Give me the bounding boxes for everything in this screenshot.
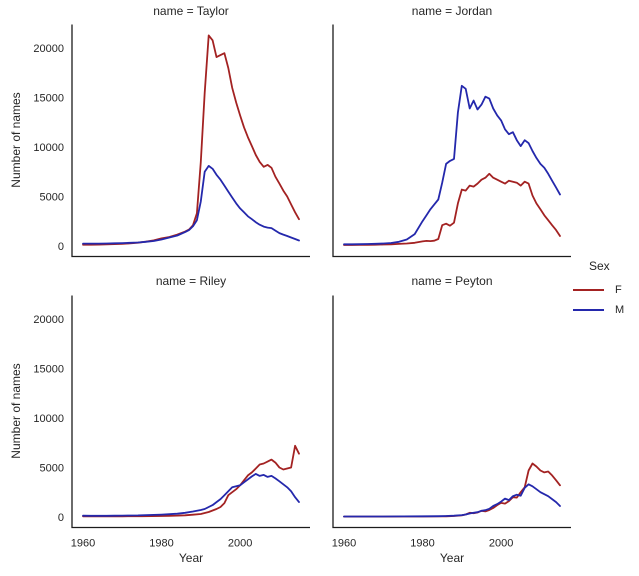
y-tick-label: 10000 bbox=[33, 413, 64, 425]
x-tick-label: 1960 bbox=[71, 538, 95, 550]
legend-entry-m: M bbox=[573, 300, 624, 320]
y-tick-label: 0 bbox=[58, 241, 64, 253]
x-axis-label-left: Year bbox=[178, 551, 204, 565]
x-axis-label-right: Year bbox=[439, 551, 465, 565]
legend-line-m-icon bbox=[573, 308, 604, 312]
legend-title: Sex bbox=[589, 259, 610, 273]
y-tick-label: 15000 bbox=[33, 93, 64, 105]
legend-label-f: F bbox=[615, 284, 622, 296]
facet-2-line-M bbox=[82, 472, 300, 517]
x-tick-label: 1980 bbox=[410, 538, 434, 550]
y-tick-label: 5000 bbox=[40, 462, 64, 474]
y-axis-label-bottom-row: Number of names bbox=[9, 363, 23, 459]
facet-1-line-F bbox=[343, 172, 561, 246]
y-tick-label: 15000 bbox=[33, 364, 64, 376]
facet-title-taylor: name = Taylor bbox=[153, 4, 229, 18]
x-tick-label: 1980 bbox=[149, 538, 173, 550]
facet-title-jordan: name = Jordan bbox=[411, 4, 493, 18]
legend-label-m: M bbox=[615, 304, 625, 316]
x-tick-label: 2000 bbox=[489, 538, 513, 550]
facet-3-line-F bbox=[343, 462, 561, 518]
y-tick-label: 5000 bbox=[40, 191, 64, 203]
facet-3-spines bbox=[332, 295, 571, 529]
facet-0-spines bbox=[71, 24, 310, 258]
y-tick-label: 20000 bbox=[33, 314, 64, 326]
legend-entry-f: F bbox=[573, 280, 624, 300]
y-tick-label: 20000 bbox=[33, 43, 64, 55]
legend: Sex F M bbox=[573, 259, 624, 320]
legend-line-f-icon bbox=[573, 288, 604, 292]
y-tick-label: 10000 bbox=[33, 142, 64, 154]
facet-1-spines bbox=[332, 24, 571, 258]
facet-0-line-M bbox=[82, 164, 300, 245]
x-tick-label: 1960 bbox=[332, 538, 356, 550]
facet-0-line-F bbox=[82, 34, 300, 246]
facet-title-peyton: name = Peyton bbox=[411, 274, 493, 288]
y-tick-label: 0 bbox=[58, 512, 64, 524]
facet-title-riley: name = Riley bbox=[155, 274, 227, 288]
facet-2-line-F bbox=[82, 444, 300, 518]
facet-3-line-M bbox=[343, 483, 561, 518]
y-axis-label-top-row: Number of names bbox=[9, 92, 23, 188]
facet-1-line-M bbox=[343, 84, 561, 246]
facet-2-spines bbox=[71, 295, 310, 529]
x-tick-label: 2000 bbox=[228, 538, 252, 550]
